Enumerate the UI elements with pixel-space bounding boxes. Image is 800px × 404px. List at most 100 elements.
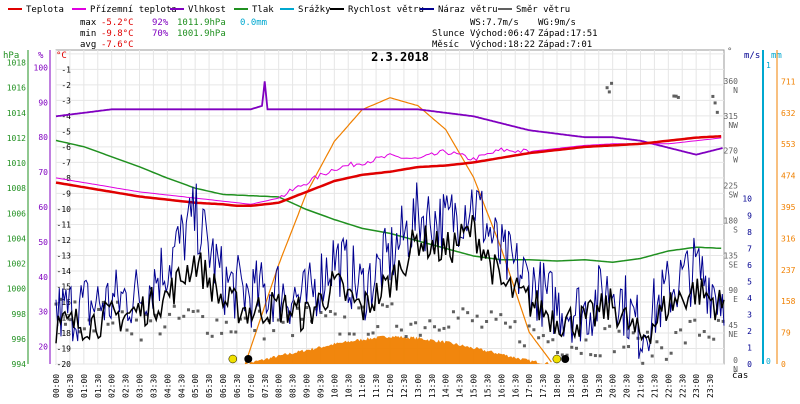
- wind-direction-dot: [655, 340, 659, 344]
- wind-direction-dot: [631, 331, 635, 335]
- y-tick-wm2: 158: [781, 297, 796, 306]
- x-tick-label: 19:00: [581, 374, 590, 398]
- wind-direction-dot: [598, 354, 602, 358]
- x-tick-label: 22:00: [664, 374, 673, 398]
- x-tick-label: 20:30: [623, 374, 632, 398]
- y-tick-wm2: 79: [781, 329, 791, 338]
- y-tick-degc: -19: [57, 344, 72, 353]
- wind-direction-dot: [163, 325, 167, 329]
- wind-direction-dot: [319, 311, 323, 315]
- wind-direction-dot: [418, 333, 422, 337]
- wind-direction-dot: [518, 340, 522, 344]
- wind-direction-dot: [347, 332, 351, 336]
- wind-direction-dot: [357, 306, 361, 310]
- wind-direction-dot: [556, 351, 560, 355]
- wind-direction-dot: [153, 313, 157, 317]
- x-tick-label: 12:30: [400, 374, 409, 398]
- wind-direction-dot: [605, 86, 609, 90]
- x-axis-ticks: 00:00 00:30 01:00 01:30 02:00 02:30 03:00 03:30…: [52, 374, 715, 398]
- x-tick-label: 13:30: [428, 374, 437, 398]
- legend: Teplota Přízemní teplota Vlhkost Tlak Srážky…: [8, 5, 570, 15]
- y-tick-ms: 6: [747, 261, 752, 270]
- stats-avg-temp: -7.6°C: [101, 40, 134, 50]
- x-tick-label: 12:00: [386, 374, 395, 398]
- y-tick-dir: 45: [728, 321, 738, 330]
- wind-direction-dot: [712, 337, 716, 341]
- y-tick-degc: -20: [57, 360, 72, 369]
- y-tick-dir: 270: [724, 147, 739, 156]
- y-tick-wm2: 316: [781, 234, 796, 243]
- x-tick-label: 07:30: [261, 374, 270, 398]
- wind-gust-line: [55, 182, 725, 359]
- wind-direction-dot: [116, 300, 120, 304]
- wind-direction-dot: [134, 318, 138, 322]
- wind-direction-dot: [532, 328, 536, 332]
- x-tick-label: 09:30: [316, 374, 325, 398]
- x-tick-label: 05:30: [205, 374, 214, 398]
- stats-max-label: max: [80, 18, 97, 28]
- wind-direction-dot: [608, 324, 612, 328]
- y-tick-degc: -15: [57, 282, 72, 291]
- humidity-line: [55, 81, 723, 156]
- x-tick-label: 23:30: [706, 374, 715, 398]
- wind-direction-dot: [281, 320, 285, 324]
- wind-direction-dot: [688, 319, 692, 323]
- wind-direction-dot: [489, 310, 493, 314]
- y-tick-degc: -6: [61, 143, 71, 152]
- wind-direction-dot: [276, 318, 280, 322]
- wind-direction-dot: [612, 350, 616, 354]
- wind-direction-dot: [125, 328, 129, 332]
- x-tick-label: 19:30: [595, 374, 604, 398]
- y-tick-degc: -16: [57, 298, 72, 307]
- y-tick-ms: 7: [747, 244, 752, 253]
- wind-direction-dot: [158, 332, 162, 336]
- wind-direction-dot: [390, 302, 394, 306]
- wind-direction-dot: [111, 321, 115, 325]
- wind-direction-dot: [328, 310, 332, 314]
- wind-direction-dot: [546, 340, 550, 344]
- wind-direction-dot: [679, 328, 683, 332]
- wind-direction-dot: [92, 329, 96, 333]
- sun-rise: Východ:06:47: [470, 29, 535, 39]
- x-tick-label: 16:30: [511, 374, 520, 398]
- wind-direction-dot: [106, 322, 110, 326]
- y-tick-dir: 90: [728, 286, 738, 295]
- wind-speed-line: [55, 214, 725, 345]
- y-tick-hpa: 1004: [7, 234, 26, 243]
- wind-direction-dot: [641, 361, 645, 365]
- wind-direction-dot: [442, 326, 446, 330]
- wind-direction-dot: [338, 332, 342, 336]
- ground-temperature-line: [55, 137, 722, 205]
- wind-direction-dot: [168, 312, 172, 316]
- x-tick-label: 06:30: [233, 374, 242, 398]
- legend-label: Tlak: [252, 5, 274, 15]
- wind-gust-readout: WG:9m/s: [538, 18, 576, 28]
- wind-direction-dot: [257, 309, 261, 313]
- wind-direction-dot: [253, 329, 257, 333]
- wind-direction-dot: [380, 303, 384, 307]
- x-tick-label: 06:00: [219, 374, 228, 398]
- wind-direction-dot: [352, 332, 356, 336]
- x-tick-label: 21:00: [637, 374, 646, 398]
- y-tick-dir: 180: [724, 216, 739, 225]
- legend-label: Náraz větru: [438, 5, 498, 15]
- x-tick-label: 00:30: [66, 374, 75, 398]
- wind-direction-dot: [177, 316, 181, 320]
- wind-direction-dot: [711, 94, 715, 98]
- y-tick-dir-label: E: [733, 295, 738, 304]
- axis-unit-dir: °: [727, 47, 732, 57]
- wind-direction-dot: [475, 314, 479, 318]
- solar-radiation-line: [244, 97, 552, 365]
- chart-marks: [54, 81, 725, 365]
- y-tick-hpa: 1006: [7, 209, 26, 218]
- wind-direction-dot: [68, 318, 72, 322]
- sunrise-marker: [228, 354, 238, 364]
- x-tick-label: 17:00: [525, 374, 534, 398]
- y-tick-degc: -4: [61, 112, 71, 121]
- y-tick-dir: 0: [733, 356, 738, 365]
- wind-direction-dot: [78, 330, 82, 334]
- wind-direction-dot: [650, 354, 654, 358]
- x-tick-label: 13:00: [414, 374, 423, 398]
- wind-direction-dot: [205, 331, 209, 335]
- wind-direction-dot: [286, 314, 290, 318]
